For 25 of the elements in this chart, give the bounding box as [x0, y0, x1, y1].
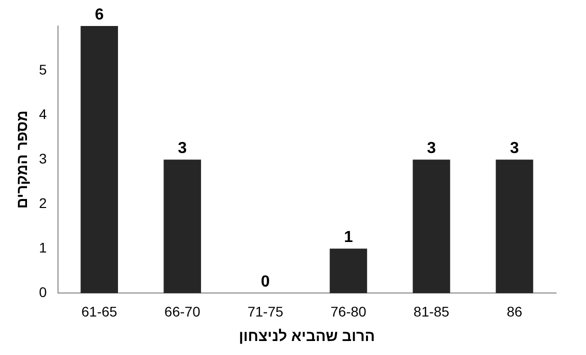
data-label: 0	[260, 274, 270, 291]
bar	[80, 26, 118, 294]
x-tick-label: 71-75	[247, 303, 284, 320]
x-tick-label: 61-65	[81, 303, 118, 320]
x-axis-title: הרוב שהביא לניצחון	[238, 328, 375, 346]
bar	[412, 160, 450, 294]
x-tick-label: 86	[506, 303, 522, 320]
data-label: 3	[426, 140, 436, 158]
bar	[496, 160, 534, 294]
y-tick-label: 1	[38, 240, 47, 256]
y-tick-label: 2	[38, 194, 47, 211]
bar	[330, 248, 368, 294]
y-tick-label: 4	[38, 106, 47, 122]
data-label: 3	[178, 140, 187, 158]
x-tick-label: 76-80	[330, 303, 367, 320]
x-tick-label: 66-70	[164, 303, 200, 320]
y-axis-title: מספר המקרים	[14, 110, 32, 209]
bar	[164, 160, 202, 294]
y-tick-label: 0	[38, 284, 47, 300]
x-tick-label: 81-85	[414, 303, 450, 320]
y-tick-label: 3	[38, 150, 47, 166]
data-label: 6	[94, 6, 104, 24]
y-tick-label: 5	[38, 61, 47, 78]
data-label: 1	[344, 229, 353, 246]
data-label: 3	[510, 140, 520, 158]
